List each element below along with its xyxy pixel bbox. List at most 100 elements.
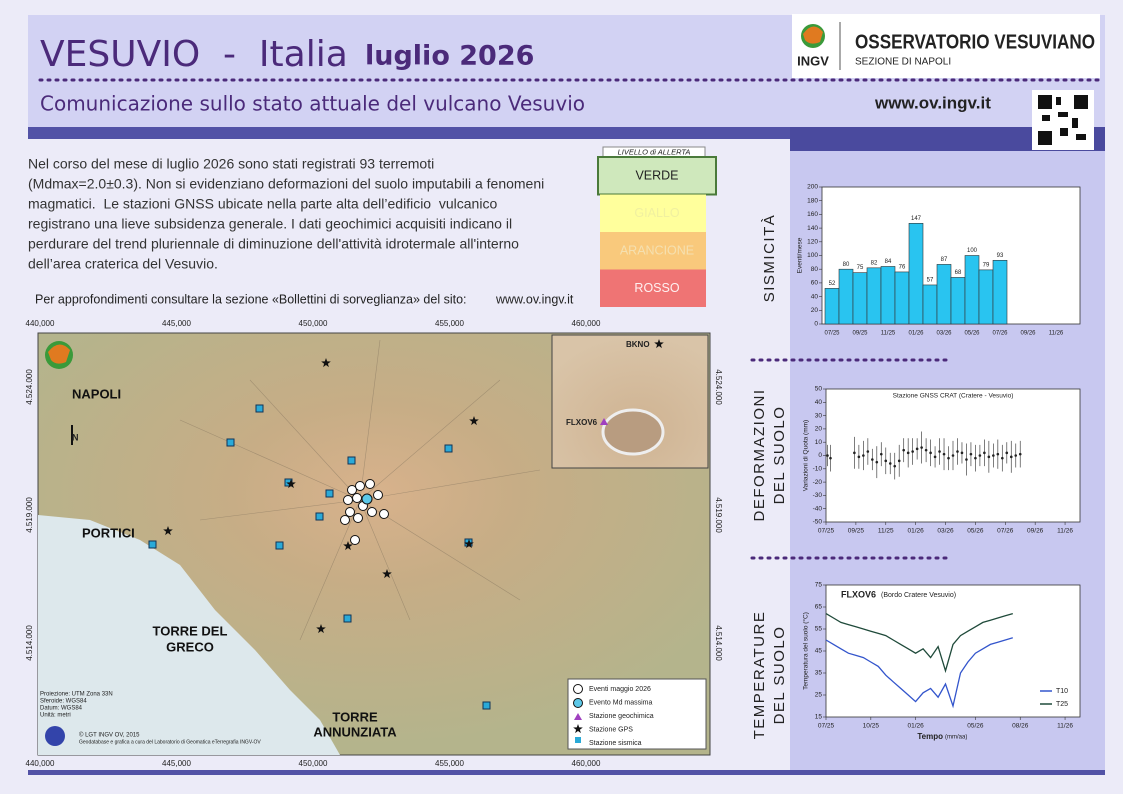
x-tick-label: 03/26 [937,528,954,535]
qr-block [1060,128,1068,136]
y-tick-label: 55 [815,626,823,633]
y-tick-label: 200 [807,184,818,191]
seismic-station [325,489,334,498]
link[interactable]: www.ov.ingv.it [495,292,574,306]
x-tick-label: 08/26 [1012,723,1029,730]
event [340,515,350,525]
seismic-station [347,456,356,465]
point [857,455,861,459]
point [888,462,892,465]
y-tick-label: 100 [807,252,818,259]
y-tick-label: 40 [811,293,819,300]
event [379,509,389,519]
point [942,452,946,456]
place-name: PORTICI [82,525,135,540]
event [347,485,357,495]
qr-block [1038,95,1052,109]
qr-block [1038,131,1052,145]
x-tick-label: 05/26 [964,331,980,337]
x-coord: 455,000 [435,759,464,768]
y-tick-label: 75 [815,582,823,589]
x-axis-unit: (mm/aa) [945,735,967,741]
point [983,451,986,455]
place-name: GRECO [166,639,214,654]
bar [908,223,924,325]
x-tick-label: 11/26 [1057,723,1073,730]
max-event [361,493,373,505]
y-tick-label: 20 [811,307,819,314]
north-label: N [72,432,79,442]
crater [601,408,665,456]
event [353,513,363,523]
point [969,452,973,456]
alert-label: VERDE [635,168,678,182]
section-label: DEL SUOLO [771,626,788,725]
alert-label: GIALLO [634,206,679,220]
map-drainage [179,339,541,641]
qr-block [1074,95,1088,109]
y-axis-label: Temperatura del suolo (°C) [802,612,810,690]
legend-texts: Eventi maggio 2026 Evento Md massima Stazi… [589,686,654,747]
y-tick-label: 120 [807,239,818,246]
seismic-station [482,701,491,710]
x-tick-label: 07/26 [992,331,1008,337]
paragraph-line: magmatici. Le stazioni GNSS ubicate nell… [28,196,497,212]
y-tick-label: 40 [815,399,823,406]
event [350,535,360,545]
x-tick-label: 01/26 [908,528,925,535]
x-tick-label: 01/26 [908,331,924,337]
x-tick-label: 09/26 [1027,528,1044,535]
x-tick-label: 10/25 [863,723,880,730]
event [345,507,355,517]
alert-levels: LIVELLO di ALLERTA VERDE GIALLO ARANCIONE RO… [597,146,717,307]
x-tick-label: 05/26 [967,528,984,535]
legend-icon [575,737,581,743]
qr-block [1042,115,1050,121]
paragraph-line: dell’area craterica del Vesuvio. [28,256,218,272]
paragraph-line: registrano una lieve subsidenza generale… [28,216,512,232]
paragraph-line: perdurare del trend pluriennale di dimin… [28,236,519,252]
y-tick-label: 180 [807,197,818,204]
event [373,490,383,500]
y-axis-label: Variazioni di Quota (mm) [803,420,810,491]
x-tick-label: 05/26 [967,723,984,730]
bar [894,271,910,325]
x-tick-label: 09/25 [852,331,868,337]
map-line [179,339,541,641]
value-label: 79 [983,262,990,268]
point [853,451,856,455]
point [879,452,883,456]
x-tick-label: 11/25 [881,331,896,337]
x-tick-label: 01/26 [908,723,925,730]
point [996,452,1000,456]
period: luglio 2026 [365,41,534,72]
x-tick-label: 07/25 [824,331,840,337]
point [1014,454,1018,457]
x-tick-label: 09/25 [848,528,865,535]
point [893,464,897,468]
legend-label: T10 [1056,688,1068,695]
x-coord: 460,000 [572,319,601,328]
alert-level [600,269,706,307]
description: Nel corso del mese di luglio 2026 sono s… [28,156,544,272]
point [992,454,995,457]
point [1001,456,1004,460]
place-name: TORRE DEL [153,623,228,638]
y-tick-label: 20 [815,426,823,433]
point [978,454,982,457]
bar [950,277,966,325]
y-tick-label: -10 [813,466,823,473]
bar [922,284,938,325]
subtitle: Comunicazione sullo stato attuale del vu… [40,92,585,116]
paragraph-line: Nel corso del mese di luglio 2026 sono s… [28,156,434,172]
y-coord: 4.524.000 [25,369,34,405]
legend-label: Stazione geochimica [589,713,654,720]
x-tick-label: 11/25 [878,528,894,535]
x-coord: 450,000 [299,319,328,328]
point [862,454,865,457]
x-tick-label: 07/25 [818,528,835,535]
logo-box [792,14,1100,78]
qr-block [1076,134,1086,140]
x-tick-label: 09/26 [1020,331,1036,337]
